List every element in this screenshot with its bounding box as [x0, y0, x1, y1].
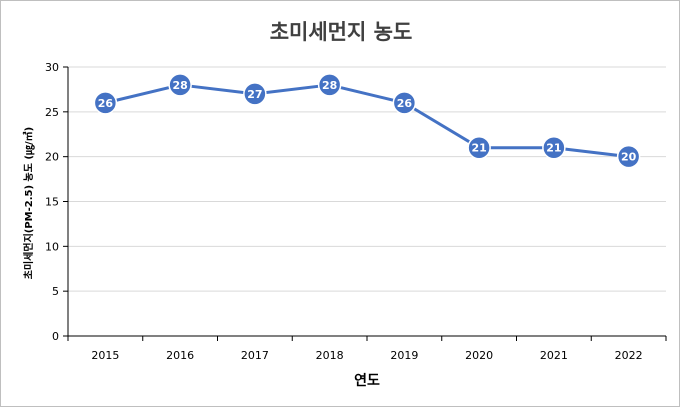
- x-axis-title: 연도: [354, 373, 380, 389]
- y-tick-label: 0: [52, 330, 59, 343]
- y-tick-label: 10: [45, 240, 59, 253]
- data-point: [542, 135, 566, 160]
- axes: [63, 66, 667, 341]
- data-label: 21: [471, 142, 486, 155]
- data-label: 26: [397, 97, 413, 110]
- y-tick-label: 15: [45, 196, 59, 209]
- gridlines: [68, 66, 666, 292]
- data-point: [317, 73, 342, 97]
- data-label: 27: [247, 88, 262, 101]
- y-tick-label: 5: [52, 285, 59, 298]
- data-label: 28: [322, 79, 337, 92]
- chart-title: 초미세먼지 농도: [270, 20, 413, 44]
- y-tick-label: 30: [45, 61, 59, 74]
- y-axis-title: 초미세먼지(PM-2.5) 농도 (㎍/㎥): [22, 127, 35, 279]
- data-label: 21: [546, 142, 561, 155]
- data-point: [93, 91, 118, 115]
- y-tick-labels: 0 5 10 15 20 25 30: [45, 61, 59, 343]
- data-label: 28: [172, 79, 187, 92]
- x-tick-label: 2018: [316, 349, 344, 362]
- data-label: 26: [98, 97, 114, 110]
- x-tick-label: 2021: [540, 349, 568, 362]
- data-point: [392, 91, 417, 115]
- data-point: [467, 135, 491, 160]
- x-tick-labels: 2015 2016 2017 2018 2019 2020 2021 2022: [91, 349, 642, 362]
- y-tick-label: 20: [45, 151, 59, 164]
- x-tick-label: 2022: [615, 349, 643, 362]
- data-point: [168, 73, 192, 97]
- x-tick-label: 2019: [390, 349, 418, 362]
- data-label: 20: [621, 151, 637, 164]
- x-tick-label: 2016: [166, 349, 194, 362]
- data-point: [616, 144, 641, 169]
- data-point: [243, 82, 267, 106]
- data-series: 26 28 27 28 26 21 21 20: [93, 73, 641, 169]
- x-tick-label: 2020: [465, 349, 493, 362]
- y-tick-label: 25: [45, 106, 59, 119]
- x-tick-label: 2015: [91, 349, 119, 362]
- series-line: [105, 83, 629, 159]
- x-tick-label: 2017: [241, 349, 269, 362]
